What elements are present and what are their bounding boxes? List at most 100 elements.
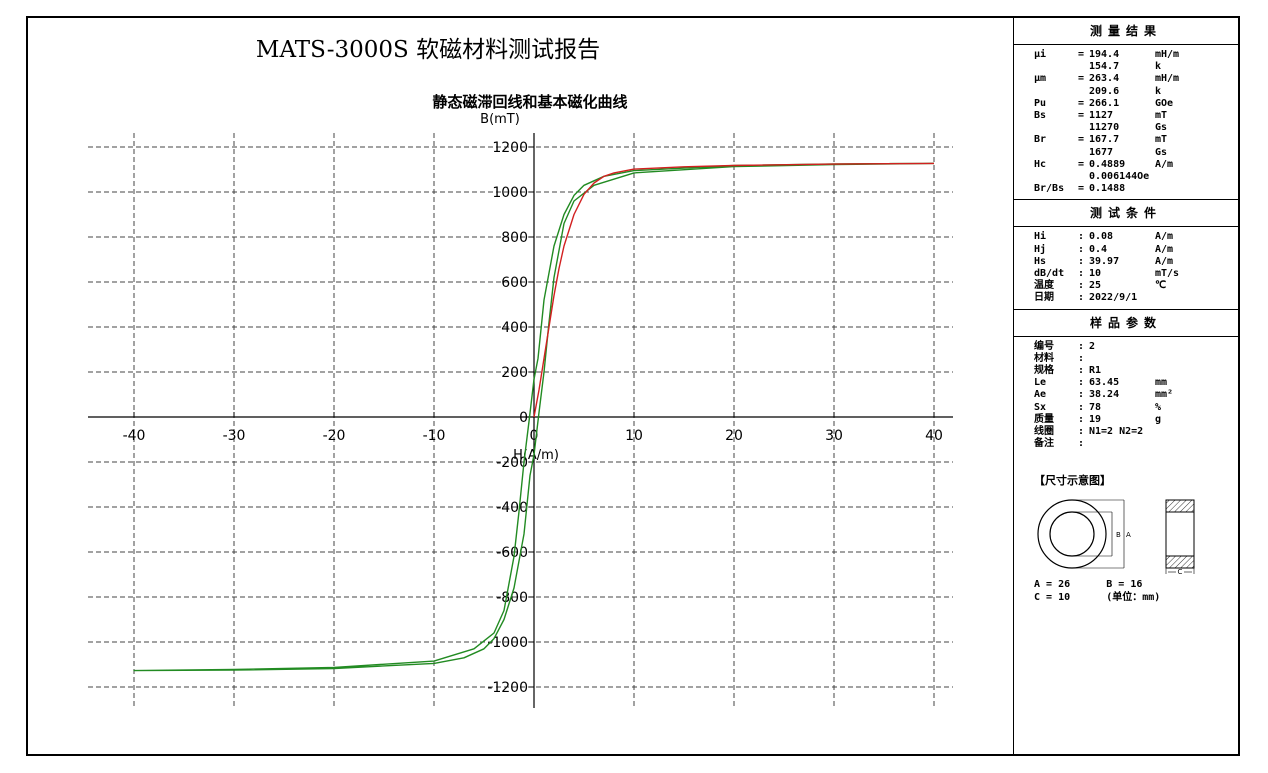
sample-sep: : xyxy=(1078,389,1085,401)
results-unit xyxy=(1155,183,1215,195)
sample-name: 编号 xyxy=(1034,340,1054,352)
results-name: Pu xyxy=(1034,97,1047,109)
results-value: 1677 xyxy=(1089,146,1114,158)
x-tick-label: 0 xyxy=(530,428,539,444)
results-name: Bs xyxy=(1034,110,1047,122)
x-tick-label: 10 xyxy=(625,428,643,444)
chart-title: 静态磁滞回线和基本磁化曲线 xyxy=(432,93,627,111)
results-row: 1677 Gs xyxy=(1034,147,1238,159)
results-value: 209.6 xyxy=(1089,85,1120,97)
x-tick-label: 30 xyxy=(825,428,843,444)
results-unit xyxy=(1155,171,1215,183)
dimension-diagram: B A C xyxy=(1037,499,1195,576)
conditions-value: 25 xyxy=(1089,280,1102,292)
y-tick-label: 800 xyxy=(501,230,528,246)
results-name: Br xyxy=(1034,134,1047,146)
sample-header: 样品参数 xyxy=(1089,315,1162,330)
results-unit: mH/m xyxy=(1155,73,1180,85)
sample-name: 线圈 xyxy=(1034,426,1054,438)
results-section: μi = 194.4 mH/m 154.7 k μm = 263.4 mH/m 209.6 k Pu = 2… xyxy=(1014,44,1238,201)
results-row: 209.6 k xyxy=(1034,86,1238,98)
conditions-sep: : xyxy=(1078,280,1085,292)
results-sep: = xyxy=(1078,97,1085,109)
conditions-unit xyxy=(1155,292,1215,304)
sample-row: 编号:2 xyxy=(1034,341,1238,353)
x-tick-label: -10 xyxy=(423,428,446,444)
cross-section-bottom xyxy=(1165,555,1195,569)
results-value: 11270 xyxy=(1089,122,1120,134)
sample-row: 材料: xyxy=(1034,353,1238,365)
sample-value xyxy=(1089,438,1155,450)
y-tick-label: -1200 xyxy=(487,680,528,696)
results-value: 0.006144Oe xyxy=(1089,171,1150,183)
conditions-sep: : xyxy=(1078,255,1085,267)
sample-value: 78 xyxy=(1089,401,1102,413)
conditions-name: Hj xyxy=(1034,243,1047,255)
results-sep: = xyxy=(1078,183,1085,195)
conditions-value: 2022/9/1 xyxy=(1089,292,1138,304)
results-value: 1127 xyxy=(1089,110,1114,122)
series-layer xyxy=(133,162,935,672)
results-sep: = xyxy=(1078,134,1085,146)
conditions-name: 日期 xyxy=(1034,292,1054,304)
conditions-sep: : xyxy=(1078,231,1085,243)
chart-svg: MATS-3000S 软磁材料测试报告 静态磁滞回线和基本磁化曲线 B(mT) … xyxy=(88,37,953,708)
results-unit: A/m xyxy=(1155,158,1174,170)
sample-name: Ae xyxy=(1034,389,1047,401)
sample-sep: : xyxy=(1078,438,1085,450)
grid-layer xyxy=(88,133,953,708)
sample-value: 63.45 xyxy=(1089,377,1120,389)
sample-unit: mm xyxy=(1155,377,1168,389)
conditions-name: dB/dt xyxy=(1034,268,1065,280)
sample-sep: : xyxy=(1078,365,1085,377)
results-sep: = xyxy=(1078,49,1085,60)
results-row: 154.7 k xyxy=(1034,61,1238,73)
y-tick-label: 400 xyxy=(501,320,528,336)
conditions-row: dB/dt:10 mT/s xyxy=(1034,268,1238,280)
results-sep xyxy=(1078,147,1089,159)
sample-row: 质量:19 g xyxy=(1034,414,1238,426)
x-tick-label: -40 xyxy=(123,428,146,444)
sample-unit xyxy=(1155,353,1215,365)
x-tick-label: 20 xyxy=(725,428,743,444)
sample-sep: : xyxy=(1078,426,1085,438)
results-row: 0.006144Oe xyxy=(1034,171,1238,183)
report-title: MATS-3000S 软磁材料测试报告 xyxy=(256,37,600,63)
results-row: Hc = 0.4889 A/m xyxy=(1034,159,1238,171)
conditions-value: 10 xyxy=(1089,268,1102,280)
dims-line-1: A = 26 B = 16 xyxy=(1034,579,1143,591)
sample-name: Le xyxy=(1034,377,1047,389)
sample-unit: % xyxy=(1155,401,1162,413)
results-value: 0.4889 xyxy=(1089,158,1126,170)
conditions-value: 39.97 xyxy=(1089,255,1120,267)
sample-sep: : xyxy=(1078,340,1085,352)
sample-unit xyxy=(1155,365,1215,377)
conditions-unit: mT/s xyxy=(1155,268,1180,280)
results-value: 266.1 xyxy=(1089,97,1120,109)
results-value: 194.4 xyxy=(1089,49,1120,60)
conditions-name: Hs xyxy=(1034,255,1047,267)
results-row: Br = 167.7 mT xyxy=(1034,134,1238,146)
conditions-row: Hj:0.4 A/m xyxy=(1034,244,1238,256)
conditions-name: 温度 xyxy=(1034,280,1054,292)
y-tick-label: 200 xyxy=(501,365,528,381)
x-axis-label: H(A/m) xyxy=(513,448,559,463)
results-unit: Gs xyxy=(1155,146,1168,158)
sample-value: R1 xyxy=(1089,365,1102,377)
sample-name: 规格 xyxy=(1034,365,1054,377)
sample-unit: mm² xyxy=(1155,389,1174,401)
sample-row: Le:63.45 mm xyxy=(1034,377,1238,389)
results-row: 11270 Gs xyxy=(1034,122,1238,134)
y-tick-label: -400 xyxy=(496,500,528,516)
y-tick-label: -800 xyxy=(496,590,528,606)
cross-section-core xyxy=(1165,511,1195,557)
conditions-unit: A/m xyxy=(1155,255,1174,267)
sample-unit xyxy=(1155,426,1215,438)
sample-row: 规格: R1 xyxy=(1034,365,1238,377)
sample-row: Ae:38.24 mm² xyxy=(1034,389,1238,401)
y-tick-label: -200 xyxy=(496,455,528,471)
results-unit: mT xyxy=(1155,134,1168,146)
results-sep: = xyxy=(1078,158,1085,170)
parameter-panel: 测量结果 μi = 194.4 mH/m 154.7 k μm = 263.4 mH/m 209.6… xyxy=(1013,18,1238,754)
results-value: 154.7 xyxy=(1089,61,1120,73)
